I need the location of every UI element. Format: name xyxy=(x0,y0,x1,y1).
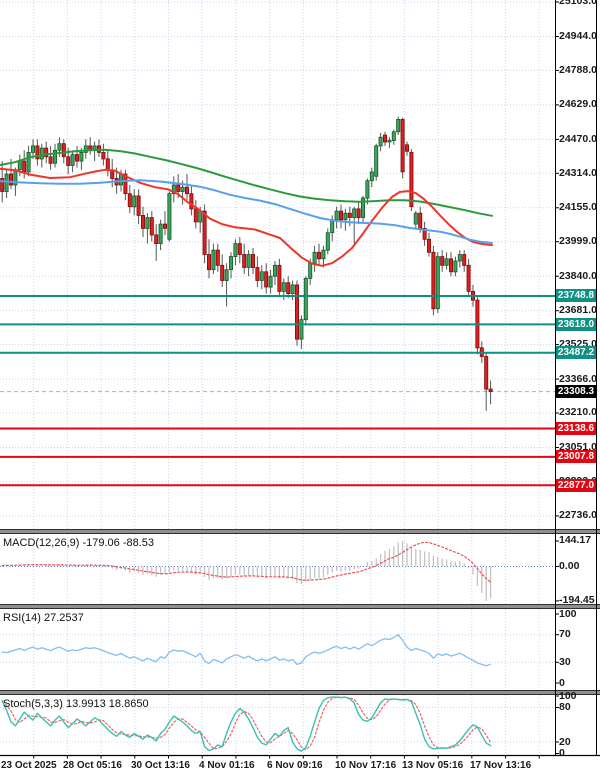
date-tick-label: 28 Oct 05:16 xyxy=(63,760,122,771)
stoch-d-line xyxy=(1,696,492,751)
price-tick-label: 24470.0 xyxy=(559,132,597,145)
resistance-price-badge: 23487.2 xyxy=(556,346,596,360)
rsi-tick-label: 100 xyxy=(559,607,577,620)
ma-slow-green-line xyxy=(0,148,493,217)
price-tick-label: 25103.0 xyxy=(559,0,597,8)
price-tick-label: 24314.0 xyxy=(559,166,597,179)
panel-separator[interactable] xyxy=(0,529,600,534)
candles xyxy=(0,116,493,411)
price-tick-label: 23366.0 xyxy=(559,372,597,385)
current-price-badge: 23308.3 xyxy=(556,385,596,399)
macd-signal-line xyxy=(1,541,492,583)
main-price-panel xyxy=(0,116,555,487)
ma-fast-blue-line xyxy=(0,179,493,244)
price-tick-label: 23840.0 xyxy=(559,269,597,282)
price-tick-label: 24155.0 xyxy=(559,201,597,214)
macd-panel xyxy=(0,541,555,601)
support-price-badge: 23007.8 xyxy=(556,450,596,464)
price-tick-label: 24788.0 xyxy=(559,63,597,76)
panel-separator[interactable] xyxy=(0,690,600,695)
stoch-panel xyxy=(0,696,555,752)
panel-separator[interactable] xyxy=(0,604,600,609)
grid xyxy=(0,0,555,755)
stoch-tick-label: 100 xyxy=(559,689,577,702)
price-tick-label: 23999.0 xyxy=(559,235,597,248)
rsi-tick-label: 30 xyxy=(559,655,571,668)
support-price-badge: 23138.6 xyxy=(556,421,596,435)
date-tick-label: 17 Nov 13:16 xyxy=(470,760,532,771)
stoch-tick-label: 20 xyxy=(559,735,571,748)
date-tick-label: 13 Nov 05:16 xyxy=(402,760,464,771)
rsi-tick-label: 70 xyxy=(559,628,571,641)
macd-tick-label: 0.00 xyxy=(559,560,580,572)
stoch-k-line xyxy=(1,696,492,752)
resistance-price-badge: 23618.0 xyxy=(556,317,596,331)
macd-tick-label: 144.17 xyxy=(559,534,592,547)
rsi-indicator-label: RSI(14) 27.2537 xyxy=(3,612,84,624)
date-tick-label: 6 Nov 09:16 xyxy=(267,760,323,771)
price-tick-label: 22736.0 xyxy=(559,509,597,522)
date-tick-label: 10 Nov 17:16 xyxy=(335,760,397,771)
axes xyxy=(0,0,600,759)
macd-tick-label: -194.45 xyxy=(559,594,595,607)
date-tick-label: 30 Oct 13:16 xyxy=(131,760,190,771)
support-price-badge: 22877.0 xyxy=(556,478,596,492)
resistance-price-badge: 23748.8 xyxy=(556,289,596,303)
price-tick-label: 23051.0 xyxy=(559,441,597,453)
price-tick-label: 23681.0 xyxy=(559,304,597,317)
stoch-tick-label: 0 xyxy=(559,747,565,759)
macd-indicator-label: MACD(12,26,9) -179.06 -88.53 xyxy=(3,537,155,549)
rsi-panel xyxy=(0,634,555,667)
stoch-indicator-label: Stoch(5,3,3) 13.9913 18.8650 xyxy=(3,698,149,710)
date-tick-label: 4 Nov 01:16 xyxy=(199,760,255,771)
price-tick-label: 24629.0 xyxy=(559,98,597,111)
stoch-tick-label: 80 xyxy=(559,701,571,713)
rsi-line xyxy=(1,634,492,667)
date-tick-label: 23 Oct 2025 xyxy=(1,760,57,771)
price-tick-label: 24944.0 xyxy=(559,29,597,42)
ma-mid-red-line xyxy=(0,167,493,267)
price-tick-label: 23210.0 xyxy=(559,406,597,419)
rsi-tick-label: 0 xyxy=(559,676,565,689)
